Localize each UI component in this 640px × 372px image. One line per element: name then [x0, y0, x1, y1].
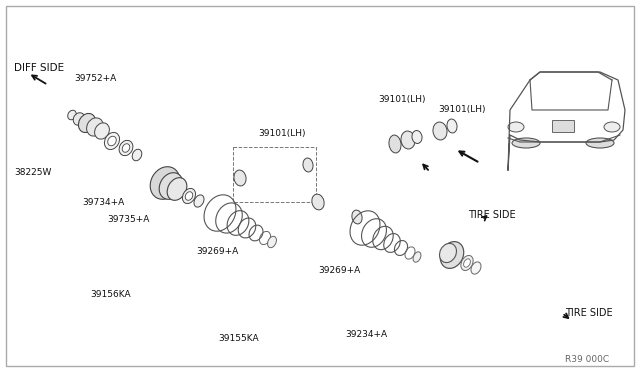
Ellipse shape [86, 118, 104, 136]
Text: DIFF SIDE: DIFF SIDE [14, 63, 64, 73]
Text: 39269+A: 39269+A [196, 247, 238, 256]
Ellipse shape [185, 192, 193, 200]
Text: TIRE SIDE: TIRE SIDE [468, 210, 516, 220]
Ellipse shape [412, 131, 422, 144]
Ellipse shape [194, 195, 204, 207]
Ellipse shape [150, 167, 180, 199]
Text: 39752+A: 39752+A [74, 74, 116, 83]
Ellipse shape [586, 138, 614, 148]
Ellipse shape [122, 144, 130, 152]
Ellipse shape [312, 194, 324, 210]
Text: 39234+A: 39234+A [345, 330, 387, 339]
Text: 39155KA: 39155KA [218, 334, 259, 343]
Ellipse shape [68, 110, 76, 120]
Ellipse shape [167, 178, 187, 201]
Text: 39101(LH): 39101(LH) [258, 129, 305, 138]
Ellipse shape [79, 113, 95, 132]
Bar [233, 147, 316, 202]
Text: 39156KA: 39156KA [90, 290, 131, 299]
Ellipse shape [401, 131, 415, 149]
Text: R39 000C: R39 000C [565, 355, 609, 364]
Ellipse shape [463, 259, 470, 267]
Ellipse shape [471, 262, 481, 274]
Text: 39734+A: 39734+A [82, 198, 124, 207]
Ellipse shape [132, 149, 142, 161]
Ellipse shape [461, 256, 473, 270]
Text: TIRE SIDE: TIRE SIDE [565, 308, 612, 318]
Ellipse shape [108, 136, 116, 146]
Text: 39735+A: 39735+A [107, 215, 149, 224]
Ellipse shape [159, 173, 183, 199]
Ellipse shape [352, 210, 362, 224]
Ellipse shape [104, 132, 120, 150]
Ellipse shape [95, 123, 109, 139]
Ellipse shape [413, 252, 421, 262]
Ellipse shape [303, 158, 313, 172]
Ellipse shape [512, 138, 540, 148]
Ellipse shape [119, 140, 133, 155]
Ellipse shape [447, 119, 457, 133]
Ellipse shape [433, 122, 447, 140]
Ellipse shape [182, 189, 196, 203]
Ellipse shape [389, 135, 401, 153]
Ellipse shape [440, 241, 464, 268]
Ellipse shape [73, 113, 84, 125]
Ellipse shape [268, 236, 276, 248]
Ellipse shape [508, 122, 524, 132]
Bar [552, 120, 574, 132]
Ellipse shape [234, 170, 246, 186]
Text: 39101(LH): 39101(LH) [438, 105, 486, 114]
Text: 39269+A: 39269+A [318, 266, 360, 275]
Text: 39101(LH): 39101(LH) [378, 95, 426, 104]
Ellipse shape [604, 122, 620, 132]
Text: 38225W: 38225W [14, 168, 51, 177]
Ellipse shape [440, 243, 456, 263]
